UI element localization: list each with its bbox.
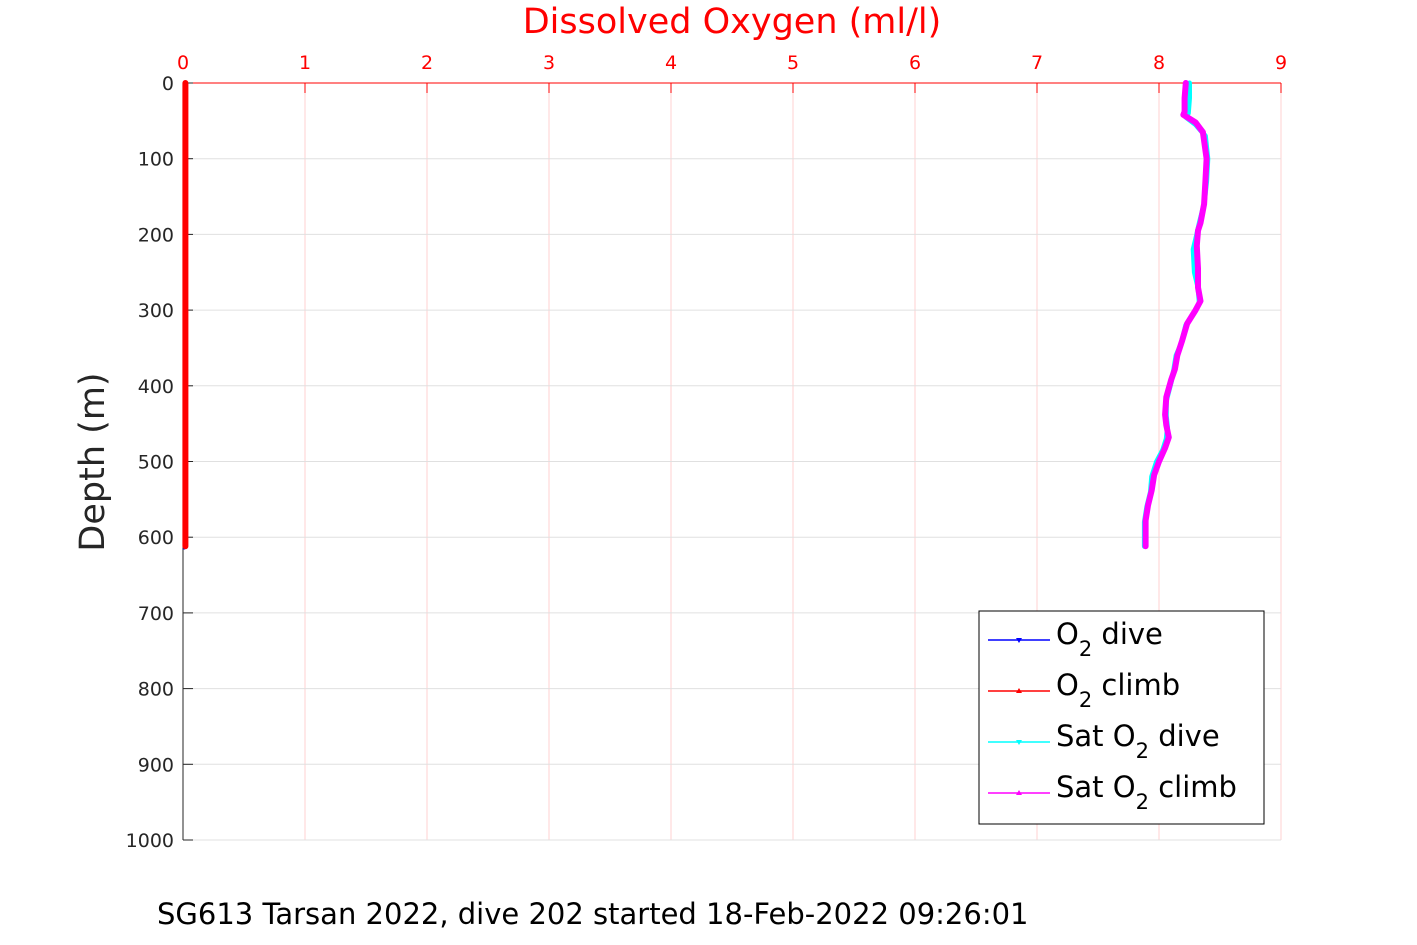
x-tick-label: 1 (299, 52, 311, 74)
axes: 0 1 2 3 4 5 6 7 8 9 0 100 200 300 400 500 600 700 800 900 10… (126, 52, 1287, 852)
legend-label: O2 climb (1056, 668, 1180, 712)
series-line-3 (1142, 80, 1210, 550)
y-tick-label: 700 (138, 603, 174, 625)
y-tick-label: 0 (162, 73, 174, 95)
data-series (182, 80, 1211, 550)
y-tick-label: 800 (138, 679, 174, 701)
legend: O2 dive O2 climb Sat O2 dive Sat O2 climb (978, 610, 1265, 825)
y-axis-title: Depth (m) (73, 372, 113, 551)
x-tick-label: 5 (787, 52, 799, 74)
legend-marker (1016, 688, 1022, 693)
x-tick-label: 6 (909, 52, 921, 74)
legend-marker (1016, 790, 1022, 795)
x-tick-label: 2 (421, 52, 433, 74)
x-tick-label: 4 (665, 52, 677, 74)
x-axis-title: Dissolved Oxygen (ml/l) (523, 2, 942, 42)
y-tick-label: 900 (138, 754, 174, 776)
y-tick-label: 500 (138, 452, 174, 474)
legend-label: O2 dive (1056, 617, 1163, 661)
legend-marker (1016, 740, 1022, 745)
y-tick-label: 300 (138, 300, 174, 322)
x-tick-label: 3 (543, 52, 555, 74)
x-tick-label: 8 (1153, 52, 1165, 74)
legend-marker (1016, 638, 1022, 643)
y-tick-label: 1000 (126, 830, 174, 852)
legend-label: Sat O2 dive (1056, 719, 1220, 763)
legend-box (978, 610, 1265, 825)
x-tick-label: 0 (177, 52, 189, 74)
y-tick-label: 200 (138, 224, 174, 246)
x-tick-label: 9 (1275, 52, 1287, 74)
x-tick-label: 7 (1031, 52, 1043, 74)
footer-caption: SG613 Tarsan 2022, dive 202 started 18-F… (157, 897, 1029, 931)
y-tick-label: 400 (138, 376, 174, 398)
legend-label: Sat O2 climb (1056, 770, 1237, 814)
y-tick-label: 100 (138, 149, 174, 171)
y-tick-label: 600 (138, 527, 174, 549)
